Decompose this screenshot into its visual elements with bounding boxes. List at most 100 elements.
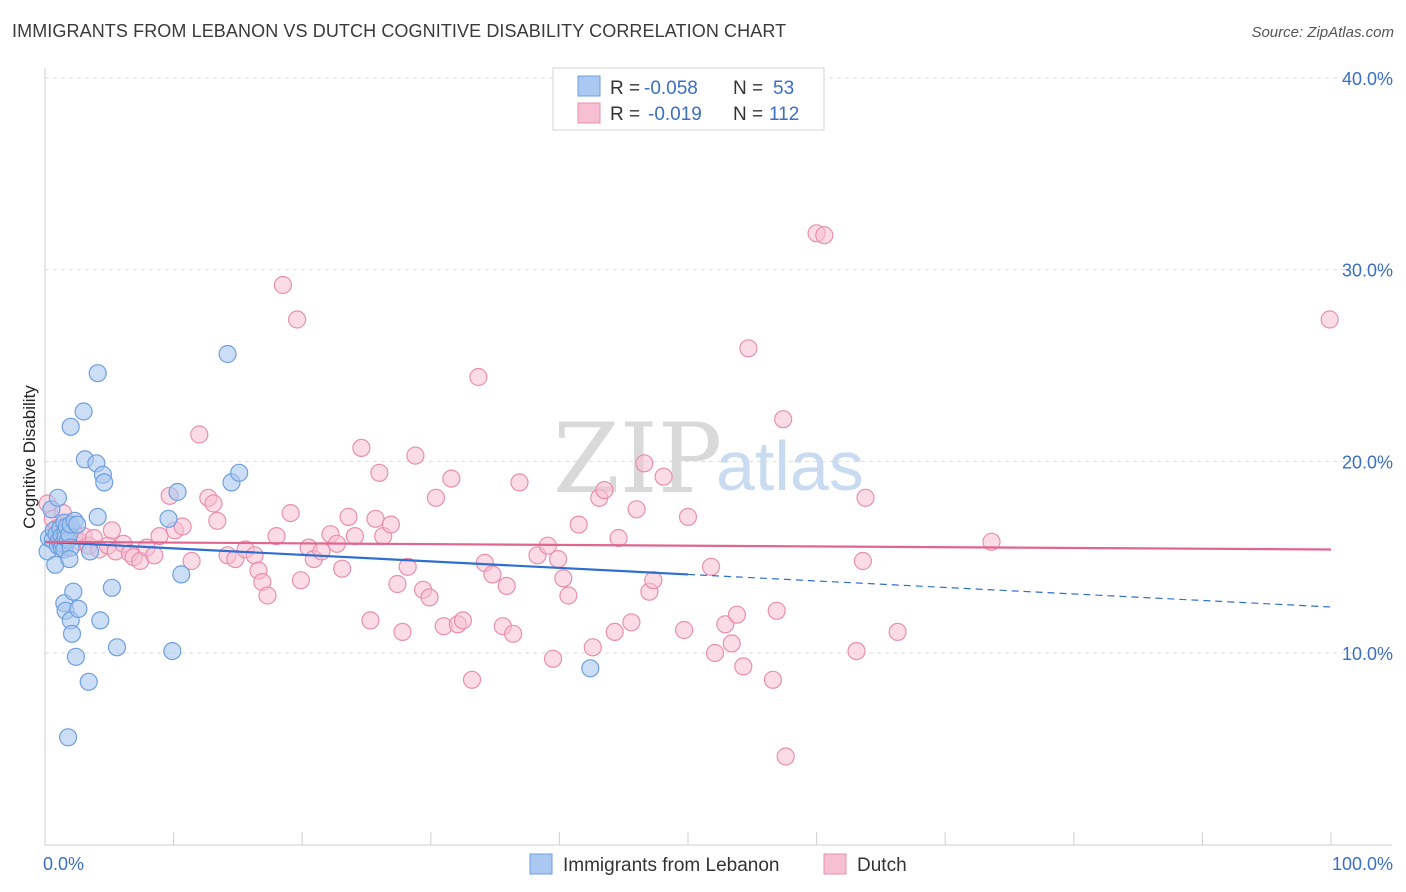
dutch-point xyxy=(548,549,568,569)
dutch-point xyxy=(173,517,192,536)
dutch-point xyxy=(503,624,523,643)
dutch-point xyxy=(853,551,873,571)
dutch-point xyxy=(381,515,400,534)
dutch-point xyxy=(291,571,310,590)
dutch-point xyxy=(510,473,529,492)
dutch-point xyxy=(345,526,364,546)
dutch-point xyxy=(856,488,875,507)
lebanon-point xyxy=(62,624,82,643)
legend-r-value-1: -0.058 xyxy=(644,78,698,99)
legend: R = -0.058 N = 53 R = -0.019 N = 112 xyxy=(552,67,825,131)
chart-title: IMMIGRANTS FROM LEBANON VS DUTCH COGNITI… xyxy=(12,21,787,41)
dutch-point xyxy=(406,446,425,465)
lebanon-point xyxy=(66,647,86,666)
dutch-point xyxy=(370,463,389,482)
dutch-point xyxy=(701,557,721,576)
lebanon-point xyxy=(172,565,191,584)
lebanon-point xyxy=(88,364,107,383)
legend-n-label-2: N = xyxy=(733,104,763,125)
dutch-point xyxy=(245,546,264,565)
trend-lines xyxy=(44,540,1332,608)
dutch-point xyxy=(583,638,602,657)
dutch-point xyxy=(622,613,641,632)
legend-r-value-2: -0.019 xyxy=(648,104,702,125)
y-tick-label: 10.0% xyxy=(1342,644,1393,664)
dutch-point xyxy=(281,503,300,523)
bottom-legend-label-dutch: Dutch xyxy=(857,855,907,876)
dutch-point xyxy=(595,481,614,500)
dutch-point xyxy=(333,559,352,578)
legend-r-label-2: R = xyxy=(610,104,640,125)
dutch-point xyxy=(267,526,286,546)
dutch-point xyxy=(182,551,201,571)
y-axis-title: Cognitive Disability xyxy=(20,385,39,529)
dutch-point xyxy=(722,634,741,653)
dutch-point xyxy=(1320,310,1339,329)
dutch-point xyxy=(388,574,407,594)
legend-n-value-1: 53 xyxy=(773,78,794,99)
dutch-point xyxy=(102,521,122,540)
lebanon-point xyxy=(159,509,178,528)
dutch-point xyxy=(543,649,563,668)
dutch-point xyxy=(190,425,209,444)
dutch-point xyxy=(361,611,380,630)
dutch-point xyxy=(678,507,698,527)
lebanon-point xyxy=(60,549,79,569)
bottom-legend: Immigrants from Lebanon Dutch xyxy=(529,853,907,876)
lebanon-point xyxy=(168,482,187,502)
lebanon-point xyxy=(69,599,88,619)
dutch-point xyxy=(727,605,747,624)
legend-swatch-lebanon xyxy=(577,75,601,97)
dutch-point xyxy=(609,528,628,548)
lebanon-point xyxy=(79,672,98,691)
lebanon-point xyxy=(230,463,249,482)
y-tick-label: 20.0% xyxy=(1342,452,1393,472)
lebanon-point xyxy=(48,488,68,507)
dutch-point xyxy=(559,586,578,605)
lebanon-point xyxy=(163,641,182,661)
lebanon-point xyxy=(91,611,110,630)
dutch-point xyxy=(366,509,385,528)
x-tick-label-min: 0.0% xyxy=(43,854,84,874)
dutch-point xyxy=(204,494,223,513)
dutch-point xyxy=(774,410,793,429)
dutch-point xyxy=(739,339,758,358)
y-tick-labels: 10.0% 20.0% 30.0% 40.0% xyxy=(1342,69,1393,664)
dutch-point xyxy=(497,576,516,596)
source-label: Source: ZipAtlas.com xyxy=(1251,24,1394,41)
lebanon-point xyxy=(61,417,80,436)
dutch-point xyxy=(888,622,907,642)
lebanon-point xyxy=(74,402,93,421)
dutch-point xyxy=(352,438,371,457)
legend-r-label-1: R = xyxy=(610,78,640,99)
dutch-point xyxy=(815,226,834,245)
dutch-point xyxy=(288,310,307,329)
dutch-point xyxy=(420,588,439,607)
lebanon-point xyxy=(102,578,122,597)
lebanon-point xyxy=(95,473,114,492)
dutch-point xyxy=(627,500,646,519)
dutch-point xyxy=(273,275,292,295)
dutch-point xyxy=(654,467,673,486)
dutch-point xyxy=(644,571,663,590)
dutch-point xyxy=(462,670,482,689)
dutch-point xyxy=(393,622,412,642)
lebanon-point xyxy=(68,515,87,534)
lebanon-point xyxy=(58,728,78,747)
lebanon-trend-extension xyxy=(687,573,1332,608)
dutch-point xyxy=(339,507,358,527)
legend-swatch-dutch xyxy=(577,102,601,124)
lebanon-point xyxy=(218,344,237,364)
y-tick-label: 30.0% xyxy=(1342,261,1393,281)
dutch-point xyxy=(569,515,588,534)
bottom-legend-label-lebanon: Immigrants from Lebanon xyxy=(563,855,780,876)
dutch-point xyxy=(312,542,331,561)
legend-n-label-1: N = xyxy=(733,78,763,99)
lebanon-point xyxy=(581,659,600,678)
dutch-point xyxy=(734,657,753,676)
watermark-atlas: atlas xyxy=(716,427,864,505)
dutch-point xyxy=(763,670,783,689)
dutch-point xyxy=(145,546,164,565)
dutch-point xyxy=(208,511,227,530)
